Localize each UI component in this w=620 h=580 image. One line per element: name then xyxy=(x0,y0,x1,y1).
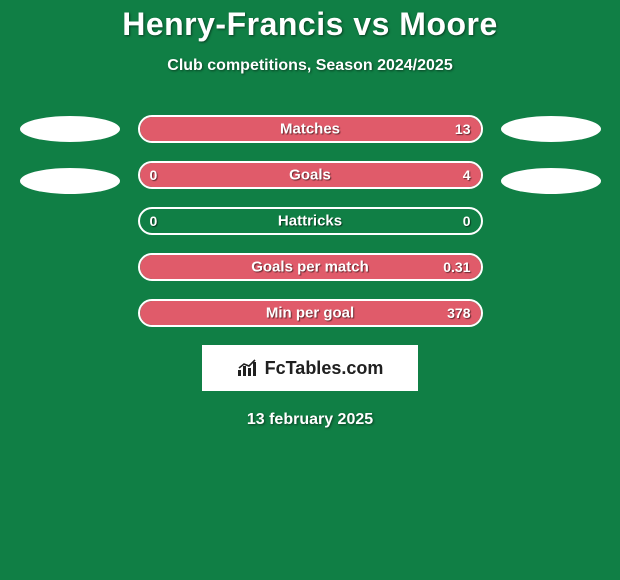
stat-row: 378 Min per goal xyxy=(0,299,620,327)
stat-value-right: 13 xyxy=(455,121,471,137)
stat-row: 0 0 Hattricks xyxy=(0,207,620,235)
subtitle: Club competitions, Season 2024/2025 xyxy=(0,57,620,75)
stat-bar: 0 4 Goals xyxy=(138,161,483,189)
source-logo-text: FcTables.com xyxy=(265,358,384,379)
comparison-infographic: Henry-Francis vs Moore Club competitions… xyxy=(0,0,620,580)
snapshot-date: 13 february 2025 xyxy=(0,411,620,429)
stat-bar: 0 0 Hattricks xyxy=(138,207,483,235)
stat-value-right: 0.31 xyxy=(443,259,470,275)
stat-value-right: 0 xyxy=(463,213,471,229)
stat-label: Min per goal xyxy=(266,305,354,322)
stat-bar: 13 Matches xyxy=(138,115,483,143)
stat-row: 0 4 Goals xyxy=(0,161,620,189)
stat-bar: 0.31 Goals per match xyxy=(138,253,483,281)
stat-value-left: 0 xyxy=(150,167,158,183)
stat-rows: 13 Matches 0 4 Goals 0 0 Hattricks 0.31 Goals per… xyxy=(0,115,620,327)
page-title: Henry-Francis vs Moore xyxy=(0,6,620,43)
stat-value-right: 378 xyxy=(447,305,470,321)
stat-label: Hattricks xyxy=(278,213,342,230)
player-marker-left xyxy=(20,116,120,142)
stat-bar: 378 Min per goal xyxy=(138,299,483,327)
chart-icon xyxy=(237,359,259,377)
stat-value-right: 4 xyxy=(463,167,471,183)
player-marker-right xyxy=(501,168,601,194)
stat-label: Goals xyxy=(289,167,331,184)
stat-row: 13 Matches xyxy=(0,115,620,143)
source-logo-box: FcTables.com xyxy=(202,345,418,391)
stat-label: Goals per match xyxy=(251,259,369,276)
player-marker-right xyxy=(501,116,601,142)
player-marker-left xyxy=(20,168,120,194)
bar-fill-right xyxy=(201,163,481,187)
stat-label: Matches xyxy=(280,121,340,138)
source-logo: FcTables.com xyxy=(237,358,384,379)
stat-value-left: 0 xyxy=(150,213,158,229)
stat-row: 0.31 Goals per match xyxy=(0,253,620,281)
